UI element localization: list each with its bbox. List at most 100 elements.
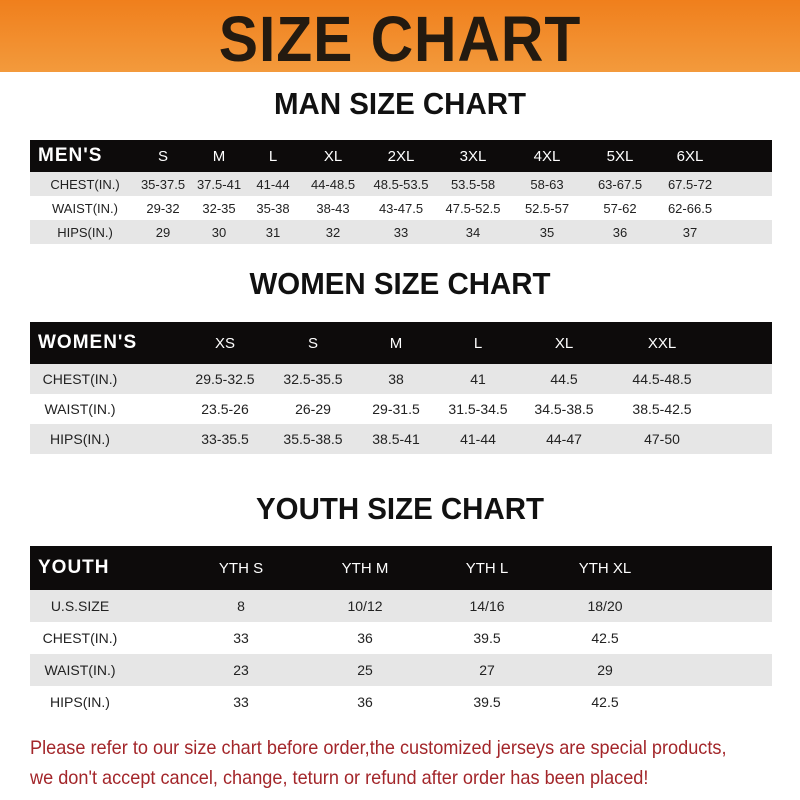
size-header: M: [212, 147, 226, 165]
table-cell: 33-35.5: [201, 431, 249, 447]
size-header: YTH XL: [578, 559, 632, 577]
table-cell: 32: [325, 224, 341, 240]
table-cell: 33: [233, 694, 249, 710]
table-cell: 35-37.5: [140, 176, 186, 192]
table-cell: 41-44: [256, 176, 290, 192]
table-cell: 34: [465, 224, 481, 240]
size-header: 4XL: [533, 147, 561, 165]
notice-line-1: Please refer to our size chart before or…: [30, 737, 727, 759]
table-cell: 57-62: [603, 200, 637, 216]
table-row: WAIST(IN.) 23 25 27 29: [30, 654, 772, 686]
table-cell: 38-43: [316, 200, 350, 216]
table-cell: 33: [393, 224, 409, 240]
table-cell: 44-48.5: [310, 176, 356, 192]
size-header: XL: [554, 334, 574, 352]
table-cell: 42.5: [591, 694, 619, 710]
youth-section-title: YOUTH SIZE CHART: [256, 491, 544, 526]
notice-line-2: we don't accept cancel, change, teturn o…: [30, 767, 649, 789]
table-header-row: WOMEN'S XS S M L XL XXL: [30, 322, 772, 364]
row-label: HIPS(IN.): [57, 224, 113, 240]
table-cell: 42.5: [591, 630, 619, 646]
table-cell: 37.5-41: [196, 176, 242, 192]
table-row: WAIST(IN.) 23.5-26 26-29 29-31.5 31.5-34.5 34…: [30, 394, 772, 424]
size-header: 2XL: [387, 147, 415, 165]
size-header: L: [268, 147, 278, 165]
banner-title: SIZE CHART: [218, 3, 582, 75]
size-header: S: [307, 334, 319, 352]
row-label: WAIST(IN.): [44, 662, 116, 678]
table-cell: 26-29: [295, 401, 331, 417]
table-cell: 23: [233, 662, 249, 678]
table-cell: 38.5-41: [372, 431, 420, 447]
table-cell: 53.5-58: [450, 176, 496, 192]
table-cell: 38.5-42.5: [632, 401, 692, 417]
row-label: HIPS(IN.): [50, 431, 110, 447]
size-header: 5XL: [606, 147, 634, 165]
table-header-row: MEN'S S M L XL 2XL 3XL 4XL 5XL 6XL: [30, 140, 772, 172]
table-cell: 44.5: [550, 371, 578, 387]
table-cell: 39.5: [473, 630, 501, 646]
row-label: CHEST(IN.): [42, 371, 118, 387]
table-cell: 29: [597, 662, 613, 678]
table-cell: 44.5-48.5: [632, 371, 692, 387]
size-header: S: [157, 147, 169, 165]
table-cell: 29-32: [146, 200, 180, 216]
order-notice: Please refer to our size chart before or…: [30, 733, 737, 793]
table-cell: 47.5-52.5: [445, 200, 501, 216]
size-header: 3XL: [459, 147, 487, 165]
table-cell: 31: [265, 224, 281, 240]
table-cell: 58-63: [530, 176, 564, 192]
row-label: WAIST(IN.): [44, 401, 116, 417]
size-header: XXL: [647, 334, 677, 352]
table-cell: 52.5-57: [524, 200, 570, 216]
table-row: CHEST(IN.) 33 36 39.5 42.5: [30, 622, 772, 654]
table-cell: 30: [211, 224, 227, 240]
table-cell: 63-67.5: [597, 176, 643, 192]
table-cell: 41: [470, 371, 486, 387]
table-cell: 35.5-38.5: [283, 431, 343, 447]
table-cell: 23.5-26: [201, 401, 249, 417]
row-label: U.S.SIZE: [50, 598, 110, 614]
table-cell: 43-47.5: [378, 200, 424, 216]
table-cell: 38: [388, 371, 404, 387]
size-header: 6XL: [676, 147, 704, 165]
table-row: U.S.SIZE 8 10/12 14/16 18/20: [30, 590, 772, 622]
table-cell: 62-66.5: [667, 200, 713, 216]
size-header: YTH M: [341, 559, 389, 577]
table-group-label: YOUTH: [38, 557, 110, 578]
table-cell: 36: [612, 224, 628, 240]
table-cell: 27: [479, 662, 495, 678]
table-row: CHEST(IN.) 35-37.5 37.5-41 41-44 44-48.5 48.5…: [30, 172, 772, 196]
table-cell: 14/16: [469, 598, 505, 614]
table-group-label: WOMEN'S: [38, 332, 138, 353]
table-row: HIPS(IN.) 33-35.5 35.5-38.5 38.5-41 41-44 44-…: [30, 424, 772, 454]
table-cell: 44-47: [546, 431, 582, 447]
row-label: CHEST(IN.): [50, 176, 120, 192]
table-group-label: MEN'S: [38, 145, 103, 166]
table-cell: 36: [357, 694, 373, 710]
row-label: WAIST(IN.): [52, 200, 118, 216]
table-cell: 48.5-53.5: [373, 176, 429, 192]
table-row: HIPS(IN.) 33 36 39.5 42.5: [30, 686, 772, 718]
banner: SIZE CHART: [0, 0, 800, 75]
table-cell: 29.5-32.5: [195, 371, 255, 387]
size-header: YTH S: [218, 559, 264, 577]
table-cell: 41-44: [460, 431, 496, 447]
size-header: L: [473, 334, 483, 352]
table-cell: 37: [682, 224, 698, 240]
table-row: CHEST(IN.) 29.5-32.5 32.5-35.5 38 41 44.5 44.5…: [30, 364, 772, 394]
table-cell: 47-50: [644, 431, 680, 447]
table-cell: 33: [233, 630, 249, 646]
table-cell: 29: [155, 224, 171, 240]
table-cell: 39.5: [473, 694, 501, 710]
table-row: WAIST(IN.) 29-32 32-35 35-38 38-43 43-47.5 47.…: [30, 196, 772, 220]
size-header: YTH L: [465, 559, 509, 577]
table-cell: 29-31.5: [372, 401, 420, 417]
table-cell: 10/12: [347, 598, 383, 614]
table-cell: 8: [237, 598, 245, 614]
men-section-title: MAN SIZE CHART: [274, 86, 526, 121]
row-label: CHEST(IN.): [42, 630, 118, 646]
table-cell: 67.5-72: [667, 176, 713, 192]
table-cell: 36: [357, 630, 373, 646]
size-header: XL: [323, 147, 343, 165]
